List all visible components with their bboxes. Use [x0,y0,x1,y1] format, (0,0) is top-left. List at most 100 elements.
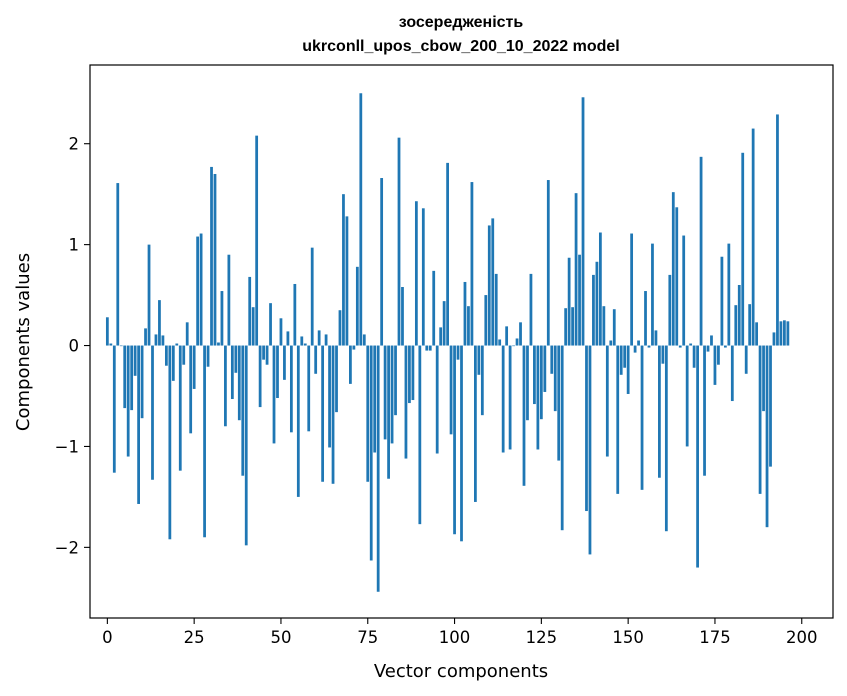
bar [230,345,234,400]
bar [633,345,637,353]
bar [362,334,366,346]
bar [543,345,547,392]
bar [491,218,495,346]
bar [647,345,651,348]
chart-subtitle: ukrconll_upos_cbow_200_10_2022 model [302,38,619,55]
bar [116,183,120,346]
bar [418,345,422,525]
bar [241,345,245,476]
bar [630,233,634,346]
bar [359,93,363,346]
x-tick-label: 125 [526,628,558,647]
bar [220,291,224,346]
bar [776,114,779,346]
bar [477,345,481,375]
bar [401,287,404,346]
bar [262,345,265,360]
bar [546,180,550,346]
bar [480,345,484,416]
bar [171,345,175,381]
bar [703,345,706,476]
bar [453,345,456,535]
x-tick-label: 75 [357,628,378,647]
bar [130,345,134,411]
bar [574,193,578,346]
bar [272,345,276,444]
bar [658,345,661,478]
bar [602,306,606,346]
bar [414,201,418,346]
bar [578,254,581,346]
bar [623,345,627,368]
bar [550,345,554,374]
bar [112,345,116,473]
bar [428,345,432,351]
bar [293,283,297,346]
bar [324,334,328,346]
bar [727,243,731,346]
plot-frame [89,64,834,619]
bar [460,345,463,542]
bar [467,306,470,346]
bar-series [105,93,790,592]
bar [730,345,734,402]
bar [349,345,352,384]
bar [161,335,165,346]
bar [685,345,689,447]
bar [473,345,477,502]
bar [154,334,158,346]
bar [265,345,269,365]
bar [151,345,154,480]
bar [737,284,741,346]
bar [585,345,588,512]
bar [682,235,686,346]
bar [644,291,647,346]
bar [355,266,359,346]
bar [581,97,585,346]
bar [553,345,557,412]
bar [612,309,616,346]
y-tick-label: −2 [55,538,79,557]
bar [564,308,568,346]
bar [470,182,474,346]
bar [383,345,387,440]
bar [668,274,672,346]
bar [449,345,453,435]
bar [741,152,745,346]
bar [522,345,526,486]
bar [119,345,123,347]
bar [227,254,231,346]
bar [203,345,206,538]
bar [289,345,293,433]
bar [425,345,429,351]
bar [206,345,210,367]
bar [508,345,512,450]
bar [567,257,571,346]
bar [394,345,397,416]
bar [237,345,241,421]
bar [616,345,620,494]
bar [512,345,515,347]
bar [539,345,543,420]
bar [442,301,446,346]
bar [144,328,147,346]
bar [300,336,304,346]
bar [251,307,255,346]
bar [651,243,654,346]
y-axis-ticks: −2 −1 0 1 2 [55,135,90,557]
bar [501,345,505,453]
bar [529,273,533,346]
bar [185,322,189,346]
bar [592,274,595,346]
bar [404,345,408,459]
bar [706,345,710,352]
bar [373,345,377,453]
y-tick-label: −1 [55,437,79,456]
bar [734,305,738,346]
bar [664,345,668,532]
bar [421,208,425,346]
bar [751,128,755,346]
bar [765,345,769,528]
bar [408,345,411,404]
bar [560,345,564,531]
